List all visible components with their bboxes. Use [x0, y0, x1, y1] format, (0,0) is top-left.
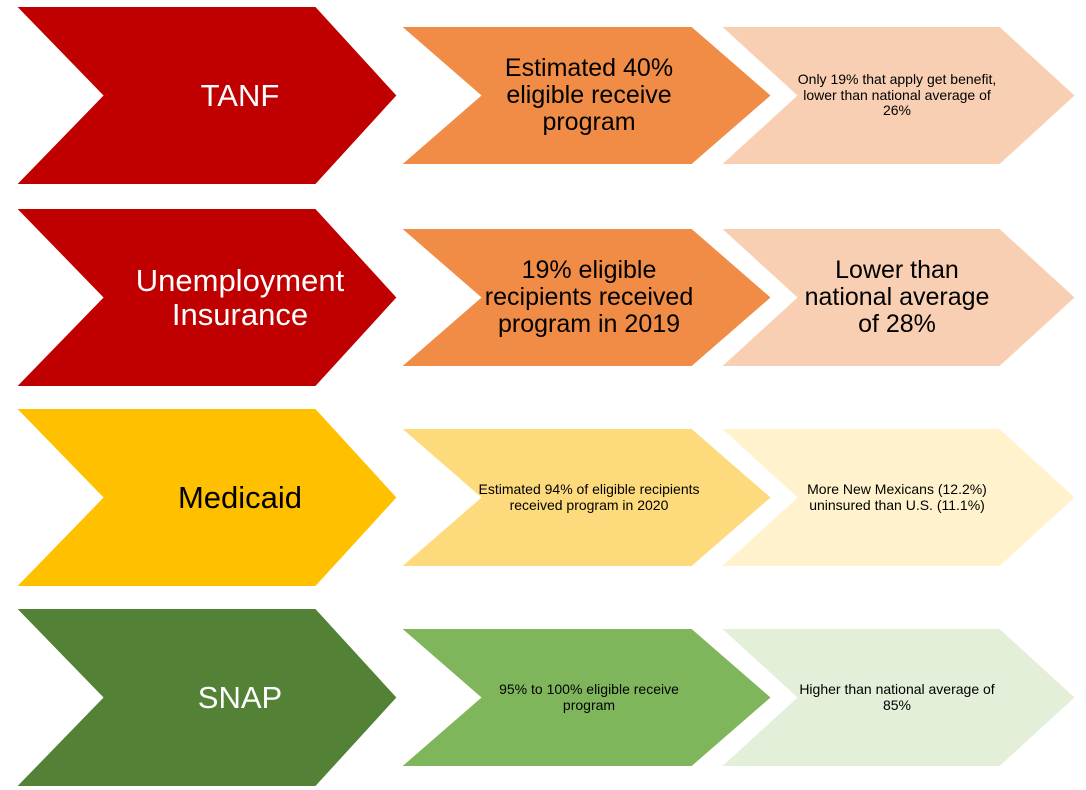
chevron-detail [397, 25, 774, 166]
program-note: More New Mexicans (12.2%) uninsured than… [807, 480, 987, 513]
program-note: Only 19% that apply get benefit, lower t… [797, 70, 997, 119]
program-label: TANF [200, 77, 280, 113]
chevron-program [17, 409, 397, 586]
chevron-program [17, 7, 397, 184]
program-note: Higher than national average of 85% [799, 680, 995, 713]
chevron-note [717, 627, 1078, 768]
program-detail: 19% eligible recipients received program… [484, 256, 694, 338]
program-label: Unemployment Insurance [135, 263, 345, 332]
program-detail: Estimated 40% eligible receive program [504, 54, 674, 136]
program-detail: Estimated 94% of eligible recipients rec… [478, 480, 700, 513]
program-note: Lower than national average of 28% [804, 256, 990, 338]
chevron-detail [397, 627, 774, 768]
chevron-program [17, 609, 397, 786]
chevron-program [17, 209, 397, 386]
chevron-note [717, 25, 1078, 166]
program-detail: 95% to 100% eligible receive program [499, 680, 679, 713]
program-label: SNAP [197, 679, 283, 715]
chevron-detail [397, 227, 774, 368]
chevron-note [717, 427, 1078, 568]
chevron-detail [397, 427, 774, 568]
chevron-note [717, 227, 1078, 368]
program-label: Medicaid [177, 479, 303, 515]
